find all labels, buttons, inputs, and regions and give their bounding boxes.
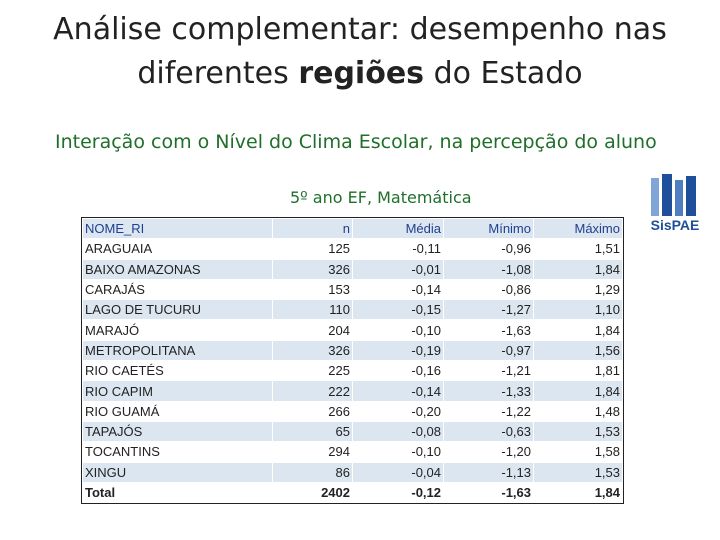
table-cell: -0,14: [352, 278, 444, 301]
table-row: BAIXO AMAZONAS 326 -0,01 -1,08 1,84: [82, 258, 623, 280]
table-cell: 326: [272, 258, 353, 280]
table-cell: RIO CAPIM: [82, 380, 273, 402]
table-row: METROPOLITANA 326 -0,19 -0,97 1,56: [82, 339, 623, 362]
table-cell: -1,13: [443, 461, 534, 483]
table-cell: CARAJÁS: [82, 278, 273, 301]
logo-text: SisPAE: [651, 217, 700, 233]
title-part: do Estado: [433, 56, 583, 91]
table-cell: LAGO DE TUCURU: [82, 299, 273, 321]
table-cell: Média: [352, 217, 444, 240]
title: Análise complementar: desempenho nas dif…: [0, 8, 720, 96]
table-cell: -0,12: [352, 481, 444, 504]
table-cell: 1,51: [533, 238, 623, 260]
table-row: RIO GUAMÁ 266 -0,20 -1,22 1,48: [82, 400, 623, 422]
table-cell: 2402: [272, 481, 353, 504]
caption: 5º ano EF, Matemática: [290, 188, 472, 207]
table-cell: -0,63: [443, 420, 534, 443]
table-cell: ARAGUAIA: [82, 238, 273, 260]
table-cell: METROPOLITANA: [82, 339, 273, 362]
title-line: Análise complementar: desempenho nas: [53, 12, 667, 47]
table-cell: Mínimo: [443, 217, 534, 240]
table-cell: -0,10: [352, 441, 444, 463]
logo-bar: [651, 178, 659, 216]
table-cell: -0,96: [443, 238, 534, 260]
table-cell: 294: [272, 441, 353, 463]
table-cell: RIO CAETÉS: [82, 360, 273, 382]
table-cell: 326: [272, 339, 353, 362]
table-row: NOME_RI n Média Mínimo Máximo: [82, 217, 623, 240]
table-cell: -0,10: [352, 319, 444, 341]
table-cell: RIO GUAMÁ: [82, 400, 273, 422]
table-row: XINGU 86 -0,04 -1,13 1,53: [82, 461, 623, 483]
table-row: MARAJÓ 204 -0,10 -1,63 1,84: [82, 319, 623, 341]
table-row: TOCANTINS 294 -0,10 -1,20 1,58: [82, 441, 623, 463]
logo-bar: [662, 174, 672, 216]
table-cell: 1,29: [533, 278, 623, 301]
table-cell: -0,97: [443, 339, 534, 362]
table-row: RIO CAETÉS 225 -0,16 -1,21 1,81: [82, 360, 623, 382]
table-row: RIO CAPIM 222 -0,14 -1,33 1,84: [82, 380, 623, 402]
table-cell: 86: [272, 461, 353, 483]
table-cell: -0,86: [443, 278, 534, 301]
table-row: CARAJÁS 153 -0,14 -0,86 1,29: [82, 278, 623, 301]
table-cell: -0,15: [352, 299, 444, 321]
table-cell: -1,63: [443, 319, 534, 341]
table-cell: NOME_RI: [82, 217, 273, 240]
table-row: ARAGUAIA 125 -0,11 -0,96 1,51: [82, 238, 623, 260]
logo: SisPAE: [651, 174, 700, 233]
table-cell: 266: [272, 400, 353, 422]
table-cell: Total: [82, 481, 273, 504]
table-cell: 1,84: [533, 319, 623, 341]
title-part: diferentes: [137, 56, 289, 91]
table-cell: -1,63: [443, 481, 534, 504]
table-cell: 153: [272, 278, 353, 301]
table-cell: -1,22: [443, 400, 534, 422]
table-cell: TAPAJÓS: [82, 420, 273, 443]
table-cell: BAIXO AMAZONAS: [82, 258, 273, 280]
table-cell: 1,53: [533, 461, 623, 483]
subtitle: Interação com o Nível do Clima Escolar, …: [55, 131, 657, 153]
table-row: Total 2402 -0,12 -1,63 1,84: [82, 481, 623, 504]
table-cell: 1,81: [533, 360, 623, 382]
table-cell: Máximo: [533, 217, 623, 240]
table-row: TAPAJÓS 65 -0,08 -0,63 1,53: [82, 420, 623, 443]
table-cell: -1,33: [443, 380, 534, 402]
table-cell: 1,84: [533, 380, 623, 402]
table-row: LAGO DE TUCURU 110 -0,15 -1,27 1,10: [82, 299, 623, 321]
table-cell: -1,20: [443, 441, 534, 463]
title-bold: regiões: [298, 56, 425, 91]
table-cell: 1,53: [533, 420, 623, 443]
table-cell: -0,08: [352, 420, 444, 443]
table-cell: 225: [272, 360, 353, 382]
table-cell: 1,56: [533, 339, 623, 362]
table-cell: -1,21: [443, 360, 534, 382]
table-cell: 110: [272, 299, 353, 321]
table-cell: 1,84: [533, 481, 623, 504]
table-cell: -0,11: [352, 238, 444, 260]
table-cell: -0,01: [352, 258, 444, 280]
table-cell: -0,19: [352, 339, 444, 362]
logo-bar: [686, 176, 696, 216]
table-cell: 1,10: [533, 299, 623, 321]
table-cell: 222: [272, 380, 353, 402]
table-cell: -0,16: [352, 360, 444, 382]
table-cell: 204: [272, 319, 353, 341]
logo-bar: [675, 180, 683, 216]
table-cell: n: [272, 217, 353, 240]
table-cell: 125: [272, 238, 353, 260]
table-cell: 1,58: [533, 441, 623, 463]
table-cell: 1,48: [533, 400, 623, 422]
table-cell: -1,27: [443, 299, 534, 321]
table-cell: -1,08: [443, 258, 534, 280]
table-cell: TOCANTINS: [82, 441, 273, 463]
table-cell: -0,04: [352, 461, 444, 483]
table-cell: -0,14: [352, 380, 444, 402]
table-cell: -0,20: [352, 400, 444, 422]
table-cell: 65: [272, 420, 353, 443]
data-table: NOME_RI n Média Mínimo Máximo ARAGUAIA 125 -0,1…: [81, 216, 624, 505]
table-cell: XINGU: [82, 461, 273, 483]
table-cell: MARAJÓ: [82, 319, 273, 341]
table-cell: 1,84: [533, 258, 623, 280]
